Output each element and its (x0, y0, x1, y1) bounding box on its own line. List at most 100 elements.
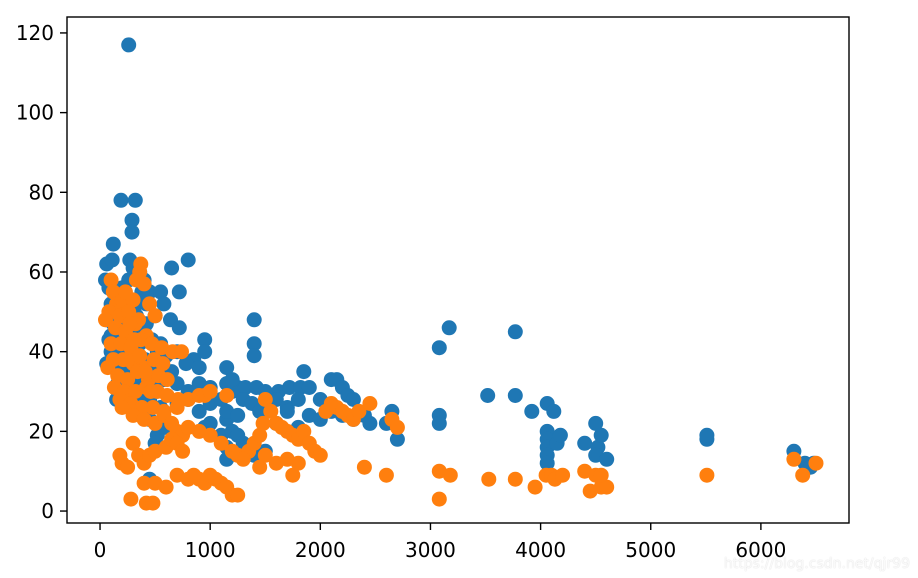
scatter-point (356, 459, 372, 475)
y-tick-label: 100 (16, 101, 54, 125)
scatter-point (197, 332, 213, 348)
scatter-point (213, 435, 229, 451)
scatter-point (105, 236, 121, 252)
scatter-point (441, 320, 457, 336)
scatter-point (178, 356, 194, 372)
scatter-point (136, 475, 152, 491)
scatter-point (699, 467, 715, 483)
scatter-point (202, 384, 218, 399)
y-tick-label: 120 (16, 21, 54, 45)
scatter-point (786, 451, 802, 467)
scatter-point (555, 467, 571, 483)
scatter-point (159, 372, 175, 388)
x-tick-label: 0 (94, 538, 107, 562)
scatter-point (145, 495, 161, 511)
scatter-point (121, 37, 137, 53)
scatter-point (389, 431, 405, 447)
scatter-point (593, 427, 609, 443)
scatter-point (351, 403, 367, 419)
scatter-point (171, 320, 187, 336)
scatter-point (593, 467, 609, 483)
scatter-point (588, 415, 604, 431)
series-1 (98, 37, 822, 487)
scatter-point (202, 427, 218, 443)
scatter-point (158, 479, 174, 495)
scatter-point (599, 479, 615, 495)
scatter-point (699, 427, 715, 443)
plot-area-frame (66, 16, 850, 524)
x-tick-label: 2000 (295, 538, 346, 562)
scatter-point (268, 392, 284, 407)
scatter-point (175, 443, 191, 459)
scatter-point (122, 316, 138, 332)
scatter-point (480, 388, 496, 403)
scatter-point (252, 403, 268, 419)
x-tick-label: 5000 (625, 538, 676, 562)
scatter-point (246, 348, 262, 364)
scatter-point (507, 388, 523, 403)
scatter-point (524, 403, 540, 419)
scatter-point (312, 447, 328, 463)
scatter-point (290, 455, 306, 471)
scatter-point (127, 192, 143, 208)
scatter-point (296, 364, 312, 380)
scatter-point (527, 479, 543, 495)
y-tick-label: 20 (29, 419, 54, 443)
scatter-point (186, 467, 202, 483)
scatter-point (546, 403, 562, 419)
scatter-point (117, 284, 133, 300)
scatter-point (104, 252, 120, 268)
scatter-point (123, 491, 139, 507)
scatter-point (174, 344, 189, 360)
scatter-point (235, 451, 251, 467)
scatter-point (263, 403, 279, 419)
scatter-point (285, 467, 301, 483)
scatter-point (389, 419, 405, 435)
scatter-point (169, 400, 185, 415)
scatter-point (237, 380, 253, 395)
scatter-point (114, 400, 130, 415)
scatter-point (255, 415, 271, 431)
scatter-point (191, 403, 207, 419)
y-axis-ticks: 0 20 40 60 80 100 120 (16, 21, 67, 523)
scatter-point (507, 324, 523, 340)
scatter-point (252, 459, 268, 475)
scatter-point (132, 348, 148, 364)
scatter-point (113, 192, 129, 208)
scatter-point (197, 344, 213, 360)
y-tick-label: 80 (29, 180, 54, 204)
y-tick-label: 0 (41, 499, 54, 523)
scatter-point (290, 392, 306, 407)
scatter-point (191, 360, 207, 376)
scatter-point (257, 447, 273, 463)
scatter-point (124, 224, 140, 240)
scatter-point (362, 396, 378, 411)
scatter-point (282, 380, 297, 395)
scatter-point (246, 336, 262, 352)
scatter-point (442, 467, 458, 483)
scatter-point (230, 487, 246, 503)
x-tick-label: 3000 (405, 538, 456, 562)
scatter-point (126, 332, 142, 348)
scatter-point (142, 296, 158, 312)
scatter-point (219, 360, 235, 376)
scatter-point (147, 308, 163, 324)
y-tick-label: 40 (29, 340, 54, 364)
scatter-point (431, 491, 447, 507)
scatter-point (431, 340, 447, 356)
data-points (98, 37, 824, 511)
x-tick-label: 1000 (185, 538, 236, 562)
scatter-point (378, 467, 394, 483)
scatter-point (171, 284, 187, 300)
scatter-point (577, 435, 593, 451)
scatter-point (599, 451, 615, 467)
scatter-point (98, 312, 113, 328)
x-tick-label: 6000 (735, 538, 786, 562)
scatter-point (125, 435, 141, 451)
scatter-point (431, 415, 447, 431)
scatter-point (257, 392, 273, 407)
x-axis-ticks: 0 1000 2000 3000 4000 5000 6000 (94, 523, 786, 562)
scatter-point (301, 380, 317, 395)
scatter-point (808, 455, 824, 471)
